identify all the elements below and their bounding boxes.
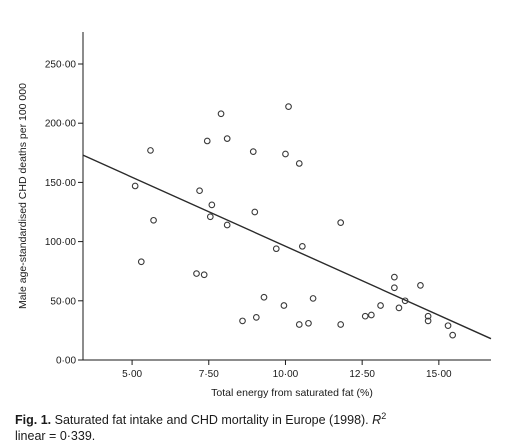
data-point <box>391 284 398 292</box>
data-point <box>401 297 409 305</box>
x-axis-ticks: 5·00 7·50 10·00 12·50 15·00 <box>122 360 452 380</box>
data-point <box>249 148 257 155</box>
caption-r2-superscript: 2 <box>381 411 387 421</box>
data-point <box>285 103 292 110</box>
y-tick-label: 250·00 <box>45 60 77 71</box>
data-point <box>196 187 203 195</box>
x-tick-label: 10·00 <box>273 369 299 380</box>
y-tick-label: 100·00 <box>45 237 77 248</box>
data-point <box>147 147 154 154</box>
regression-line <box>82 154 492 340</box>
data-point <box>282 150 289 158</box>
data-point <box>200 271 208 279</box>
caption-figure-label: Fig. 1. <box>15 413 52 428</box>
caption-line-1: Fig. 1. Saturated fat intake and CHD mor… <box>15 408 507 428</box>
figure-caption: Fig. 1. Saturated fat intake and CHD mor… <box>15 408 507 444</box>
regression-line-group <box>82 154 492 340</box>
y-tick-label: 200·00 <box>45 119 77 130</box>
x-tick-label: 7·50 <box>199 369 219 380</box>
x-axis-title: Total energy from saturated fat (%) <box>211 387 373 399</box>
data-point <box>137 258 145 266</box>
data-point <box>337 219 345 227</box>
data-point <box>260 293 268 301</box>
data-point <box>251 208 259 216</box>
data-point <box>295 321 303 328</box>
data-point <box>391 273 398 281</box>
caption-line-2: linear = 0·339. <box>15 429 96 444</box>
data-point <box>337 321 345 328</box>
y-tick-label: 50·00 <box>50 296 76 307</box>
y-axis-title: Male age-standardised CHD deaths per 100… <box>17 83 29 309</box>
caption-r2-symbol: R <box>372 413 382 428</box>
data-point <box>305 319 312 327</box>
data-point <box>206 213 214 221</box>
data-point <box>150 216 157 224</box>
data-point <box>295 160 303 167</box>
caption-text: Saturated fat intake and CHD mortality i… <box>54 413 369 428</box>
data-point <box>309 295 317 302</box>
data-point <box>377 302 384 309</box>
data-points <box>131 103 457 339</box>
x-tick-label: 12·50 <box>349 369 375 380</box>
x-tick-label: 15·00 <box>426 369 452 380</box>
data-point <box>280 302 288 309</box>
data-point <box>131 182 139 190</box>
data-point <box>252 314 260 321</box>
axes <box>82 32 491 361</box>
data-point <box>208 201 216 209</box>
data-point <box>223 135 231 142</box>
data-point <box>217 110 225 118</box>
data-point <box>298 242 306 250</box>
data-point <box>239 317 246 325</box>
data-point <box>444 322 452 330</box>
data-point <box>424 317 432 325</box>
data-point <box>417 282 424 289</box>
data-point <box>223 221 231 229</box>
data-point <box>272 245 280 253</box>
data-point <box>368 311 375 319</box>
data-point <box>203 137 211 145</box>
y-tick-label: 0·00 <box>56 356 76 367</box>
y-axis-ticks: 0·00 50·00 100·00 150·00 200·00 250·00 <box>45 60 83 367</box>
data-point <box>395 304 403 312</box>
data-point <box>361 312 369 320</box>
x-tick-label: 5·00 <box>122 369 142 380</box>
data-point <box>424 312 432 320</box>
y-tick-label: 150·00 <box>45 178 77 189</box>
data-point <box>193 270 200 277</box>
data-point <box>449 331 457 339</box>
